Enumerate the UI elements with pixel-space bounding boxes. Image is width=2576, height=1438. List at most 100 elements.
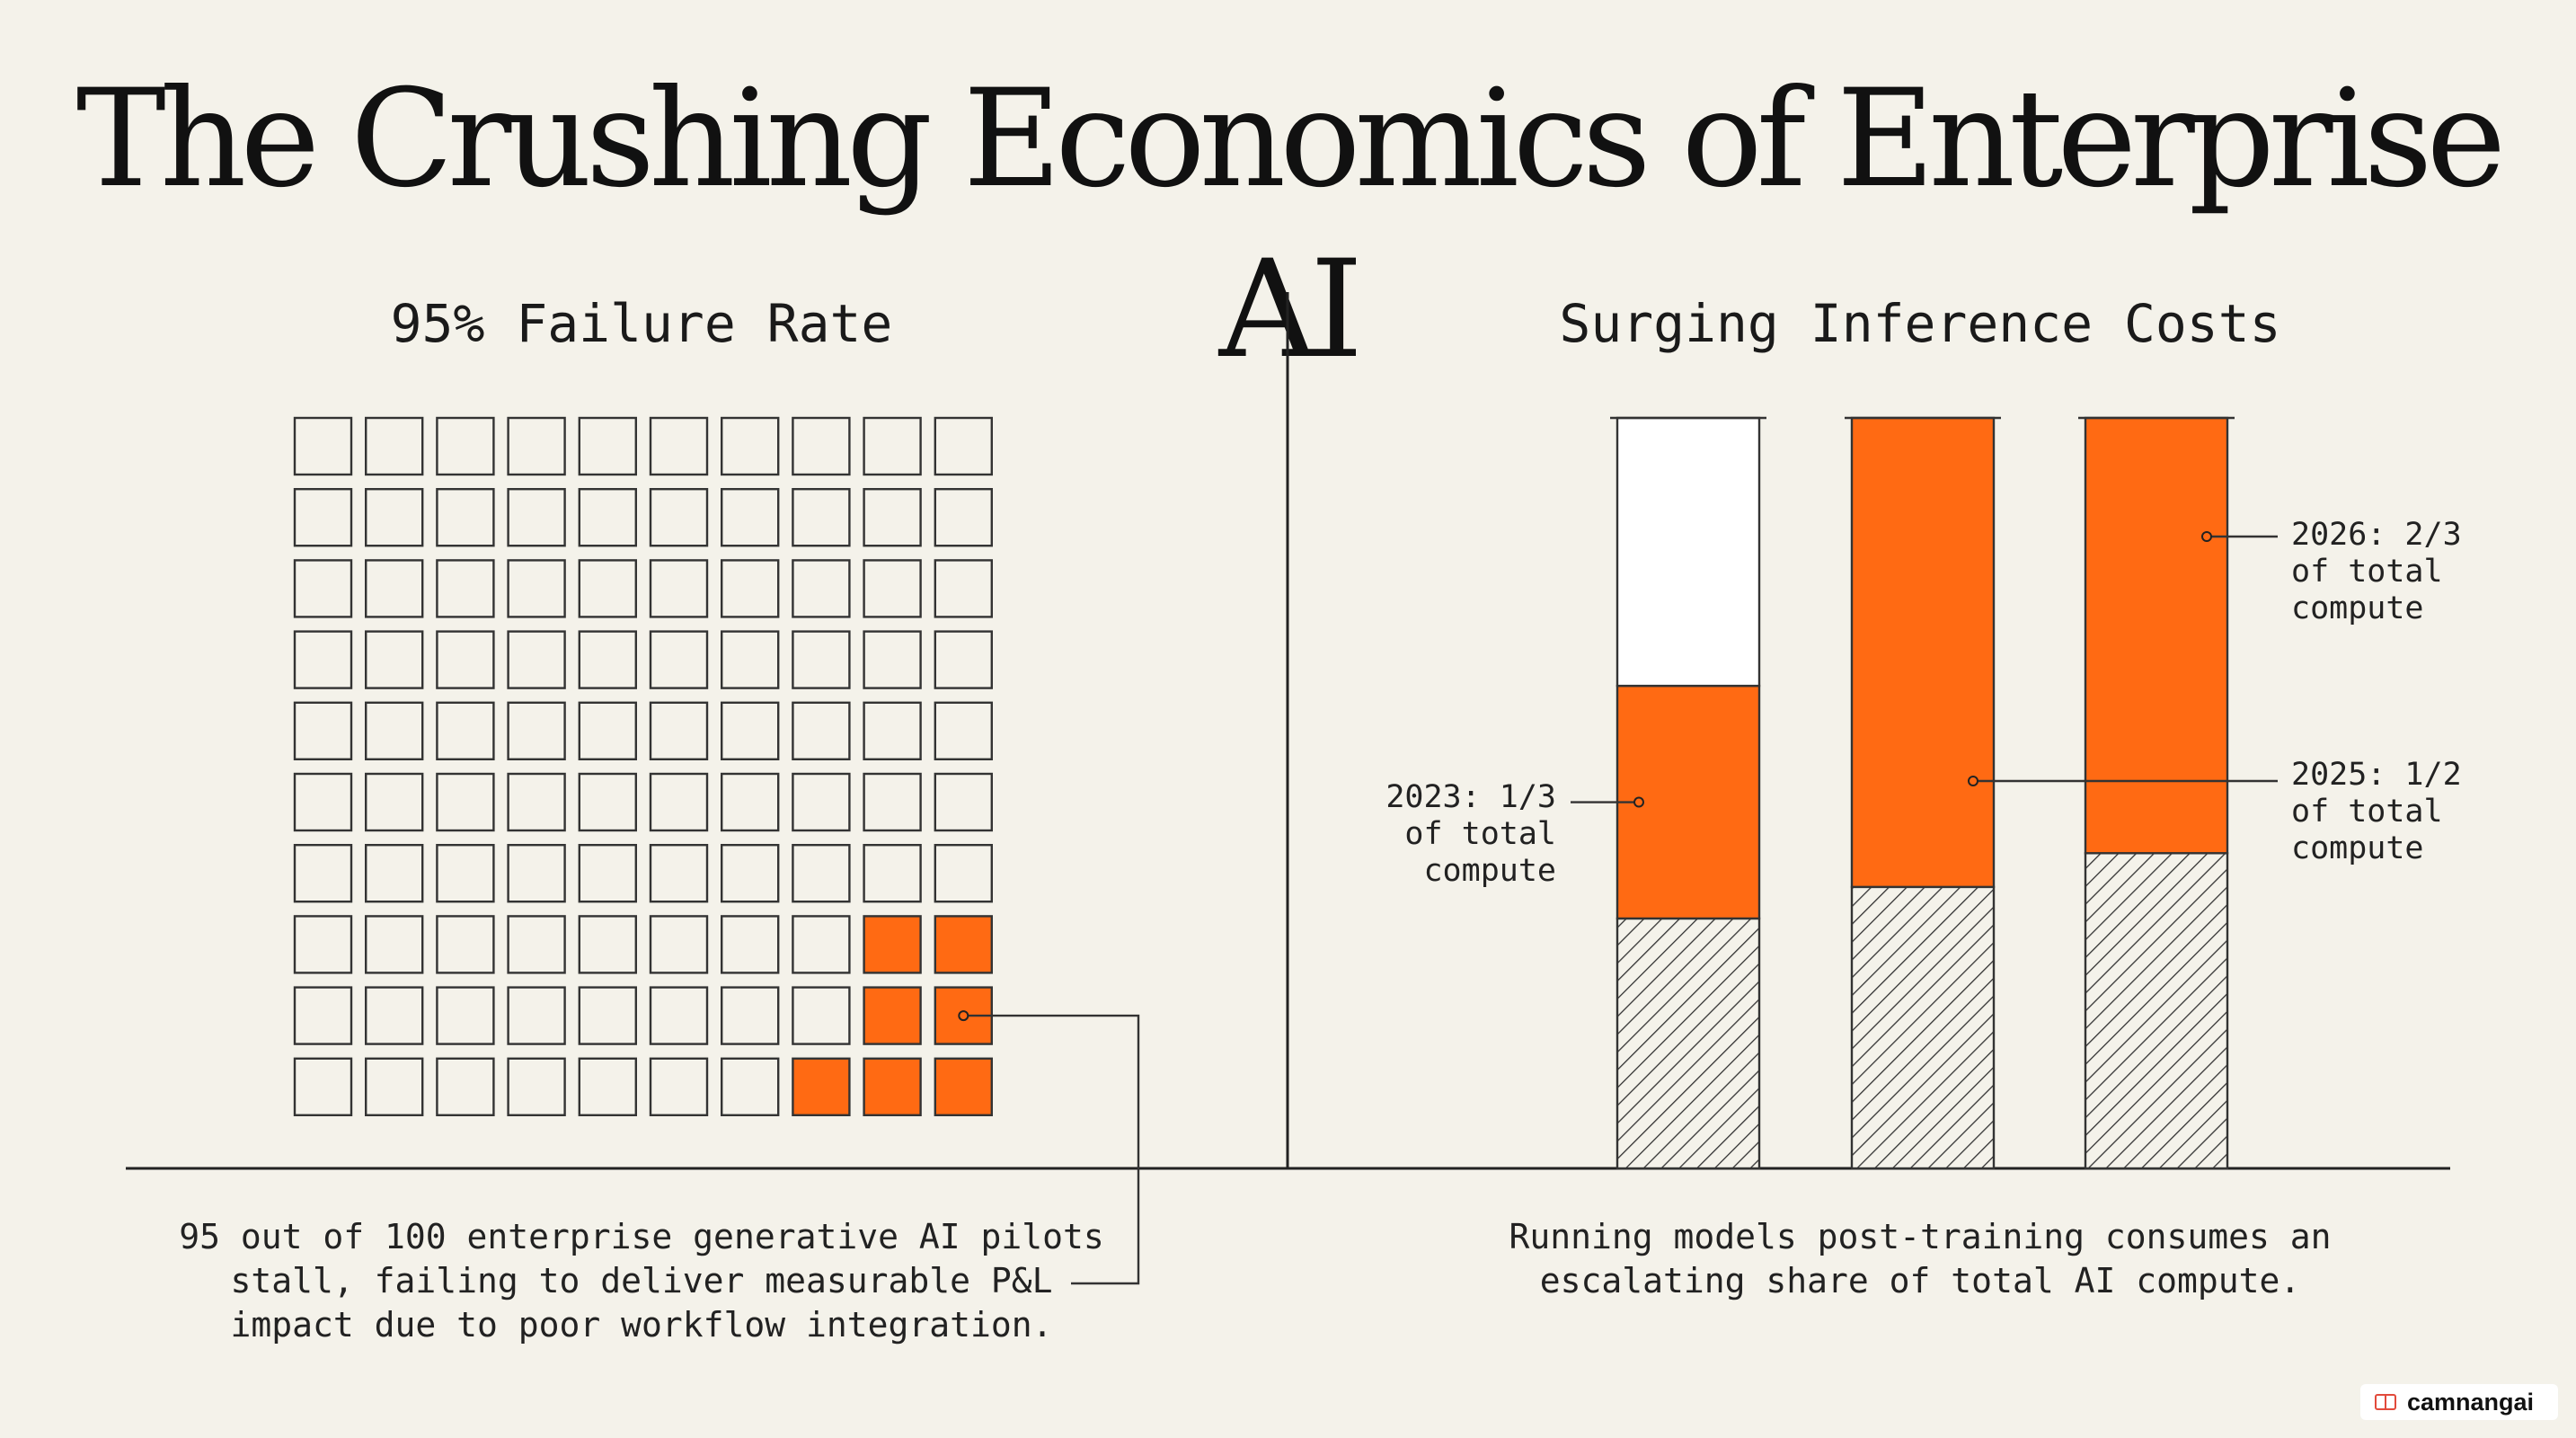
waffle-cell	[507, 844, 566, 903]
waffle-cell	[436, 701, 495, 760]
waffle-cell	[436, 559, 495, 618]
caption-line: 95 out of 100 enterprise generative AI p…	[179, 1217, 1104, 1256]
waffle-cell	[721, 915, 780, 974]
waffle-cell	[293, 844, 353, 903]
page-title: The Crushing Economics of Enterprise AI	[75, 61, 2506, 388]
waffle-cell	[792, 488, 851, 547]
caption-line: stall, failing to deliver measurable P&L	[230, 1261, 1053, 1300]
waffle-cell	[721, 772, 780, 832]
caption-line: impact due to poor workflow integration.	[230, 1305, 1053, 1345]
waffle-cell	[934, 488, 994, 547]
waffle-cell	[863, 559, 922, 618]
waffle-cell	[721, 1057, 780, 1117]
waffle-cell	[365, 844, 424, 903]
waffle-cell	[507, 701, 566, 760]
bar-2023-empty-segment	[1616, 416, 1761, 688]
waffle-cell	[293, 488, 353, 547]
waffle-cell	[293, 986, 353, 1045]
waffle-cell	[792, 559, 851, 618]
waffle-cell	[436, 1057, 495, 1117]
bar-2026-inference-segment	[2084, 416, 2229, 855]
inference-costs-title: Surging Inference Costs	[1559, 293, 2281, 354]
waffle-cell	[934, 701, 994, 760]
waffle-chart	[293, 416, 994, 1117]
waffle-cell	[863, 630, 922, 689]
waffle-cell-failed	[863, 1057, 922, 1117]
waffle-cell-failed	[792, 1057, 851, 1117]
waffle-cell	[436, 772, 495, 832]
waffle-cell	[934, 630, 994, 689]
failure-rate-caption: 95 out of 100 enterprise generative AI p…	[102, 1215, 1181, 1347]
waffle-cell	[649, 915, 709, 974]
bar-2026-training-segment	[2084, 852, 2229, 1170]
waffle-cell-failed	[934, 1057, 994, 1117]
waffle-cell	[365, 1057, 424, 1117]
waffle-cell	[578, 488, 637, 547]
waffle-cell	[721, 630, 780, 689]
waffle-cell	[792, 630, 851, 689]
waffle-cell	[507, 915, 566, 974]
waffle-cell	[578, 986, 637, 1045]
watermark-badge: camnangai	[2360, 1384, 2558, 1420]
waffle-cell	[649, 488, 709, 547]
waffle-cell	[792, 416, 851, 476]
waffle-cell	[649, 772, 709, 832]
waffle-cell	[863, 772, 922, 832]
waffle-cell	[792, 844, 851, 903]
bar-2025-inference-segment	[1850, 416, 1996, 889]
annotation-line: compute	[2291, 830, 2424, 866]
waffle-cell	[365, 488, 424, 547]
waffle-cell	[365, 559, 424, 618]
waffle-cell	[863, 488, 922, 547]
waffle-cell-failed	[863, 915, 922, 974]
waffle-cell	[934, 559, 994, 618]
inference-costs-caption: Running models post-training consumes an…	[1381, 1215, 2459, 1303]
waffle-cell	[365, 416, 424, 476]
waffle-cell	[507, 772, 566, 832]
waffle-cell	[934, 416, 994, 476]
waffle-cell	[507, 630, 566, 689]
bar-2025-training-segment	[1850, 885, 1996, 1170]
leader-dot-2025	[1968, 776, 1978, 786]
annotation-line: of total	[1404, 816, 1556, 852]
waffle-cell	[507, 559, 566, 618]
waffle-cell	[436, 986, 495, 1045]
waffle-cell	[507, 416, 566, 476]
annotation-line: of total	[2291, 554, 2443, 590]
annotation-line: compute	[2291, 590, 2424, 626]
waffle-cell	[649, 630, 709, 689]
waffle-cell	[792, 915, 851, 974]
annotation-line: 2025: 1/2	[2291, 757, 2462, 793]
waffle-cell	[934, 772, 994, 832]
annotation-leaders	[958, 531, 2278, 1285]
waffle-cell	[293, 559, 353, 618]
waffle-cell	[507, 986, 566, 1045]
waffle-cell	[436, 630, 495, 689]
waffle-cell	[721, 488, 780, 547]
waffle-cell	[365, 772, 424, 832]
waffle-cell	[578, 915, 637, 974]
waffle-cell	[507, 1057, 566, 1117]
waffle-cell	[436, 915, 495, 974]
waffle-cell	[365, 986, 424, 1045]
waffle-cell	[649, 844, 709, 903]
waffle-cell	[578, 416, 637, 476]
waffle-cell-failed	[863, 986, 922, 1045]
annotation-2023: 2023: 1/3 of total compute	[1385, 779, 1556, 890]
waffle-cell	[293, 772, 353, 832]
waffle-cell-failed	[934, 915, 994, 974]
waffle-cell	[721, 416, 780, 476]
waffle-cell	[365, 915, 424, 974]
waffle-cell	[934, 844, 994, 903]
waffle-cell	[721, 559, 780, 618]
annotation-line: 2023: 1/3	[1385, 779, 1556, 815]
waffle-cell	[578, 630, 637, 689]
waffle-cell	[863, 416, 922, 476]
watermark-label: camnangai	[2407, 1388, 2535, 1416]
waffle-cell	[721, 986, 780, 1045]
caption-line: escalating share of total AI compute.	[1539, 1261, 2301, 1300]
waffle-cell	[863, 701, 922, 760]
waffle-cell	[293, 701, 353, 760]
annotation-2026: 2026: 2/3 of total compute	[2291, 517, 2462, 627]
